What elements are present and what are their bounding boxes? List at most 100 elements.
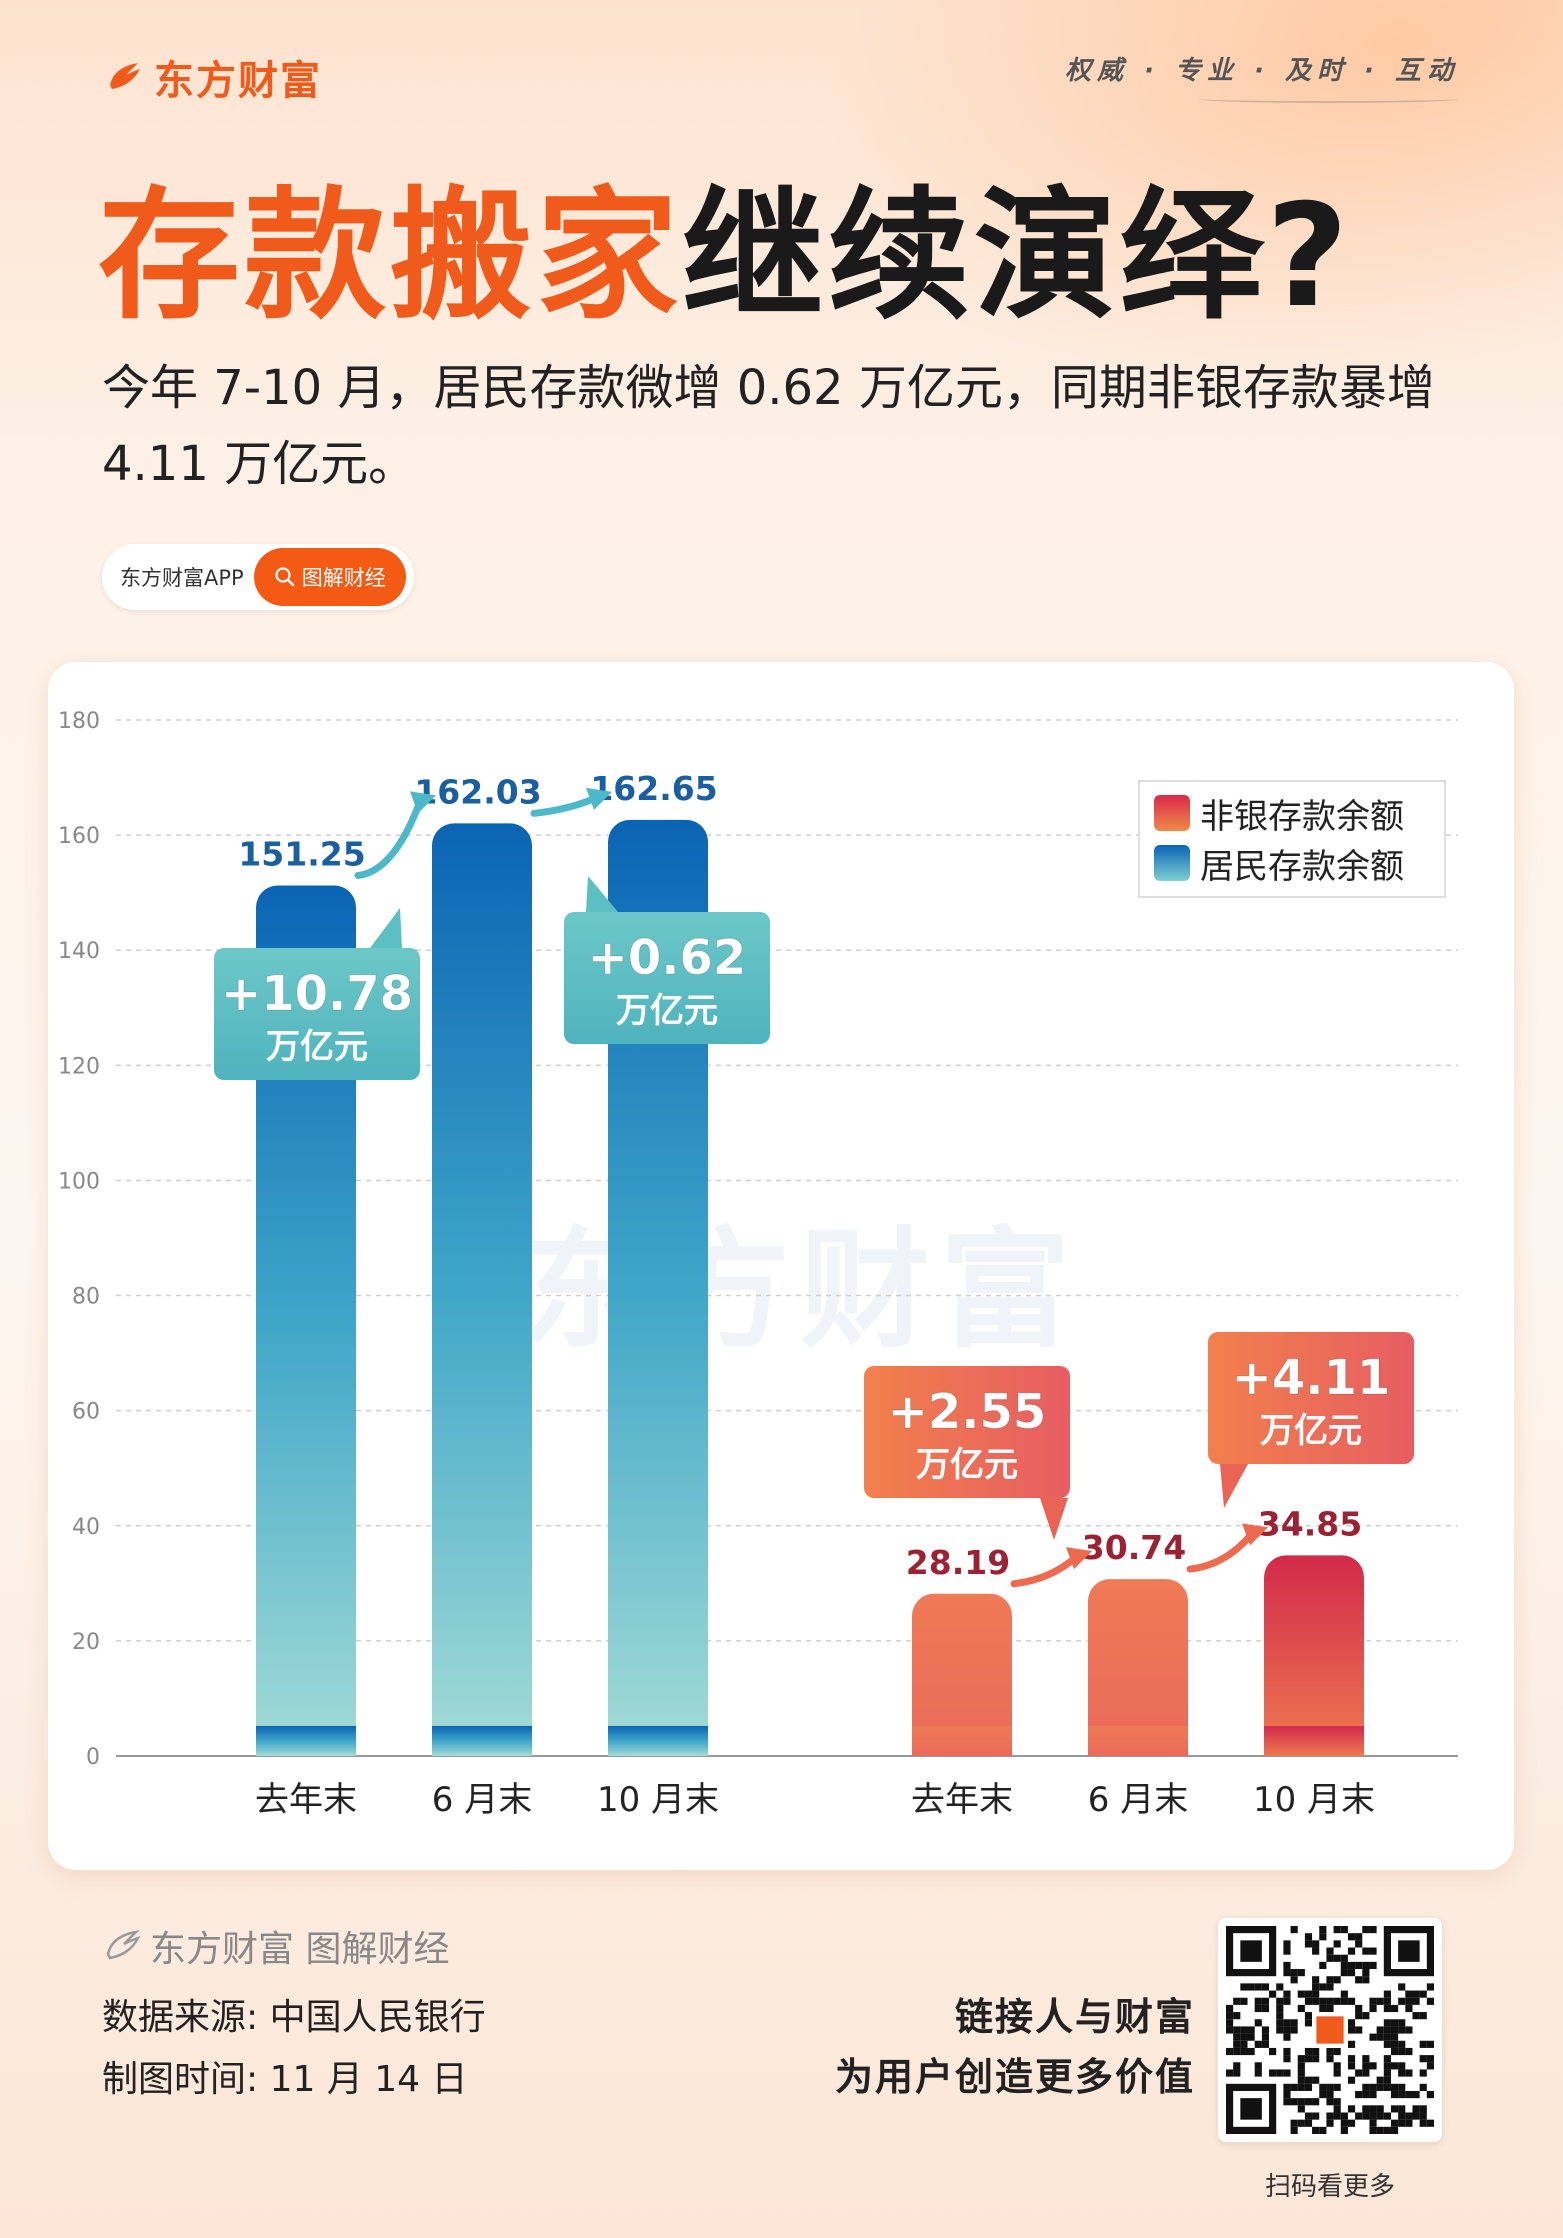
qr-module xyxy=(1261,2033,1270,2041)
qr-module xyxy=(1276,2004,1284,2013)
qr-module xyxy=(1426,2119,1434,2127)
qr-module xyxy=(1412,2090,1420,2099)
qr-module xyxy=(1297,2105,1305,2113)
qr-module xyxy=(1405,1990,1413,1998)
qr-module xyxy=(1269,2047,1277,2056)
qr-module xyxy=(1405,2112,1413,2120)
qr-module xyxy=(1390,2083,1399,2091)
qr-module xyxy=(1362,2090,1370,2099)
x-tick-label: 6 月末 xyxy=(432,1780,532,1820)
qr-module xyxy=(1312,2112,1320,2120)
qr-module xyxy=(1269,2069,1277,2077)
qr-module xyxy=(1233,2062,1241,2070)
qr-module xyxy=(1297,2055,1305,2063)
qr-module xyxy=(1283,2047,1291,2056)
qr-module xyxy=(1340,1969,1348,1977)
x-tick-label: 10 月末 xyxy=(597,1780,719,1820)
qr-module xyxy=(1326,2047,1334,2056)
qr-module xyxy=(1347,2026,1356,2034)
qr-module xyxy=(1412,1997,1420,2005)
qr-module xyxy=(1283,2069,1291,2077)
search-pill-label: 图解财经 xyxy=(301,566,386,590)
qr-module xyxy=(1383,2083,1391,2091)
qr-module xyxy=(1297,2004,1305,2013)
x-tick-label: 去年末 xyxy=(255,1780,357,1820)
qr-module xyxy=(1312,1997,1320,2005)
qr-module xyxy=(1426,2062,1434,2070)
motto-line-1: 链接人与财富 xyxy=(954,1995,1195,2039)
bar xyxy=(1088,1579,1188,1756)
callout-value: +0.62 xyxy=(588,930,747,986)
qr-module xyxy=(1426,2055,1434,2063)
qr-module xyxy=(1333,2062,1341,2070)
qr-module xyxy=(1398,2062,1406,2070)
qr-module xyxy=(1290,2019,1298,2027)
qr-logo xyxy=(1316,2016,1344,2044)
qr-module xyxy=(1398,2069,1406,2077)
qr-module xyxy=(1383,1997,1391,2005)
qr-module xyxy=(1347,1969,1356,1977)
qr-code[interactable] xyxy=(1218,1918,1442,2142)
brand-logo[interactable]: 东方财富 xyxy=(104,48,322,106)
qr-module xyxy=(1355,2112,1363,2120)
qr-module xyxy=(1419,2012,1427,2020)
qr-module xyxy=(1240,1983,1248,1991)
qr-module xyxy=(1261,2026,1270,2034)
qr-module xyxy=(1276,2019,1284,2027)
qr-module xyxy=(1347,2019,1356,2027)
qr-module xyxy=(1340,1990,1348,1998)
qr-module xyxy=(1312,1940,1320,1948)
qr-module xyxy=(1347,2062,1356,2070)
qr-module xyxy=(1297,2119,1305,2127)
qr-module xyxy=(1254,2004,1262,2013)
app-tag[interactable]: 东方财富APP 图解财经 xyxy=(102,544,414,610)
qr-module xyxy=(1326,2119,1334,2127)
qr-module xyxy=(1226,2004,1234,2013)
qr-module xyxy=(1326,2098,1334,2106)
qr-module xyxy=(1398,2040,1406,2048)
qr-module xyxy=(1312,1976,1320,1984)
qr-module xyxy=(1326,1947,1334,1955)
qr-module xyxy=(1283,1997,1291,2005)
qr-module xyxy=(1362,1947,1370,1955)
bar xyxy=(256,885,356,1756)
qr-finder-core xyxy=(1240,2098,1262,2120)
qr-module xyxy=(1419,2040,1427,2048)
callout-tail xyxy=(1040,1498,1068,1540)
y-tick-label: 180 xyxy=(58,709,100,734)
trend-arrowhead xyxy=(410,791,436,814)
qr-module xyxy=(1369,2105,1377,2113)
headline-orange: 存款搬家 xyxy=(98,174,682,339)
chart-legend: 非银存款余额 居民存款余额 xyxy=(1138,780,1446,898)
qr-module xyxy=(1419,2083,1427,2091)
qr-module xyxy=(1333,2112,1341,2120)
qr-module xyxy=(1347,1933,1356,1941)
bar-base xyxy=(432,1726,532,1756)
qr-module xyxy=(1347,2055,1356,2063)
qr-module xyxy=(1340,1997,1348,2005)
qr-module xyxy=(1254,2040,1262,2048)
qr-module xyxy=(1297,2062,1305,2070)
qr-module xyxy=(1283,1947,1291,1955)
qr-module xyxy=(1297,2076,1305,2084)
qr-module xyxy=(1347,2105,1356,2113)
qr-module xyxy=(1369,2033,1377,2041)
qr-module xyxy=(1290,1969,1298,1977)
qr-module xyxy=(1405,2119,1413,2127)
qr-module xyxy=(1383,2033,1391,2041)
qr-module xyxy=(1412,2012,1420,2020)
qr-module xyxy=(1254,2062,1262,2070)
qr-module xyxy=(1319,1997,1327,2005)
qr-module xyxy=(1312,1990,1320,1998)
qr-module xyxy=(1233,2012,1241,2020)
qr-module xyxy=(1398,2083,1406,2091)
qr-module xyxy=(1383,2004,1391,2013)
qr-module xyxy=(1369,1947,1377,1955)
qr-module xyxy=(1390,2047,1399,2056)
qr-module xyxy=(1369,2112,1377,2120)
search-pill[interactable]: 图解财经 xyxy=(253,548,406,606)
qr-module xyxy=(1333,1926,1341,1934)
qr-module xyxy=(1426,2090,1434,2099)
qr-module xyxy=(1304,2112,1313,2120)
headline-black: 继续演绎? xyxy=(682,174,1353,339)
